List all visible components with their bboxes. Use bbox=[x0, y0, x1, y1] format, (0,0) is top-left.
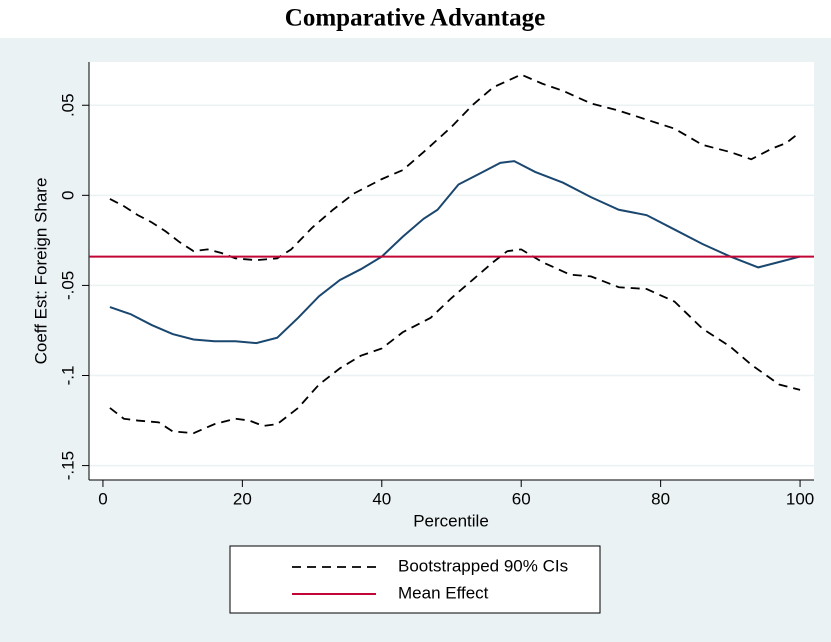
series-line bbox=[109, 248, 801, 435]
legend-label: Mean Effect bbox=[398, 583, 489, 602]
x-tick-label: 60 bbox=[512, 489, 531, 508]
y-axis-title: Coeff Est: Foreign Share bbox=[31, 178, 50, 365]
chart-title: Comparative Advantage bbox=[285, 5, 545, 32]
x-tick-label: 0 bbox=[98, 489, 107, 508]
x-tick-label: 20 bbox=[233, 489, 252, 508]
series-line bbox=[109, 160, 801, 345]
y-tick-label: -.1 bbox=[58, 366, 77, 386]
x-tick-label: 40 bbox=[372, 489, 391, 508]
y-tick-label: -.15 bbox=[58, 451, 77, 480]
legend-label: Bootstrapped 90% CIs bbox=[398, 556, 568, 575]
x-tick-label: 100 bbox=[786, 489, 814, 508]
series-line bbox=[109, 73, 801, 262]
y-tick-label: 0 bbox=[58, 191, 77, 200]
y-tick-label: .05 bbox=[58, 93, 77, 117]
x-axis-title: Percentile bbox=[413, 511, 489, 530]
plot-region bbox=[89, 62, 814, 480]
legend-box bbox=[229, 545, 601, 614]
y-tick-label: -.05 bbox=[58, 271, 77, 300]
x-tick-label: 80 bbox=[651, 489, 670, 508]
